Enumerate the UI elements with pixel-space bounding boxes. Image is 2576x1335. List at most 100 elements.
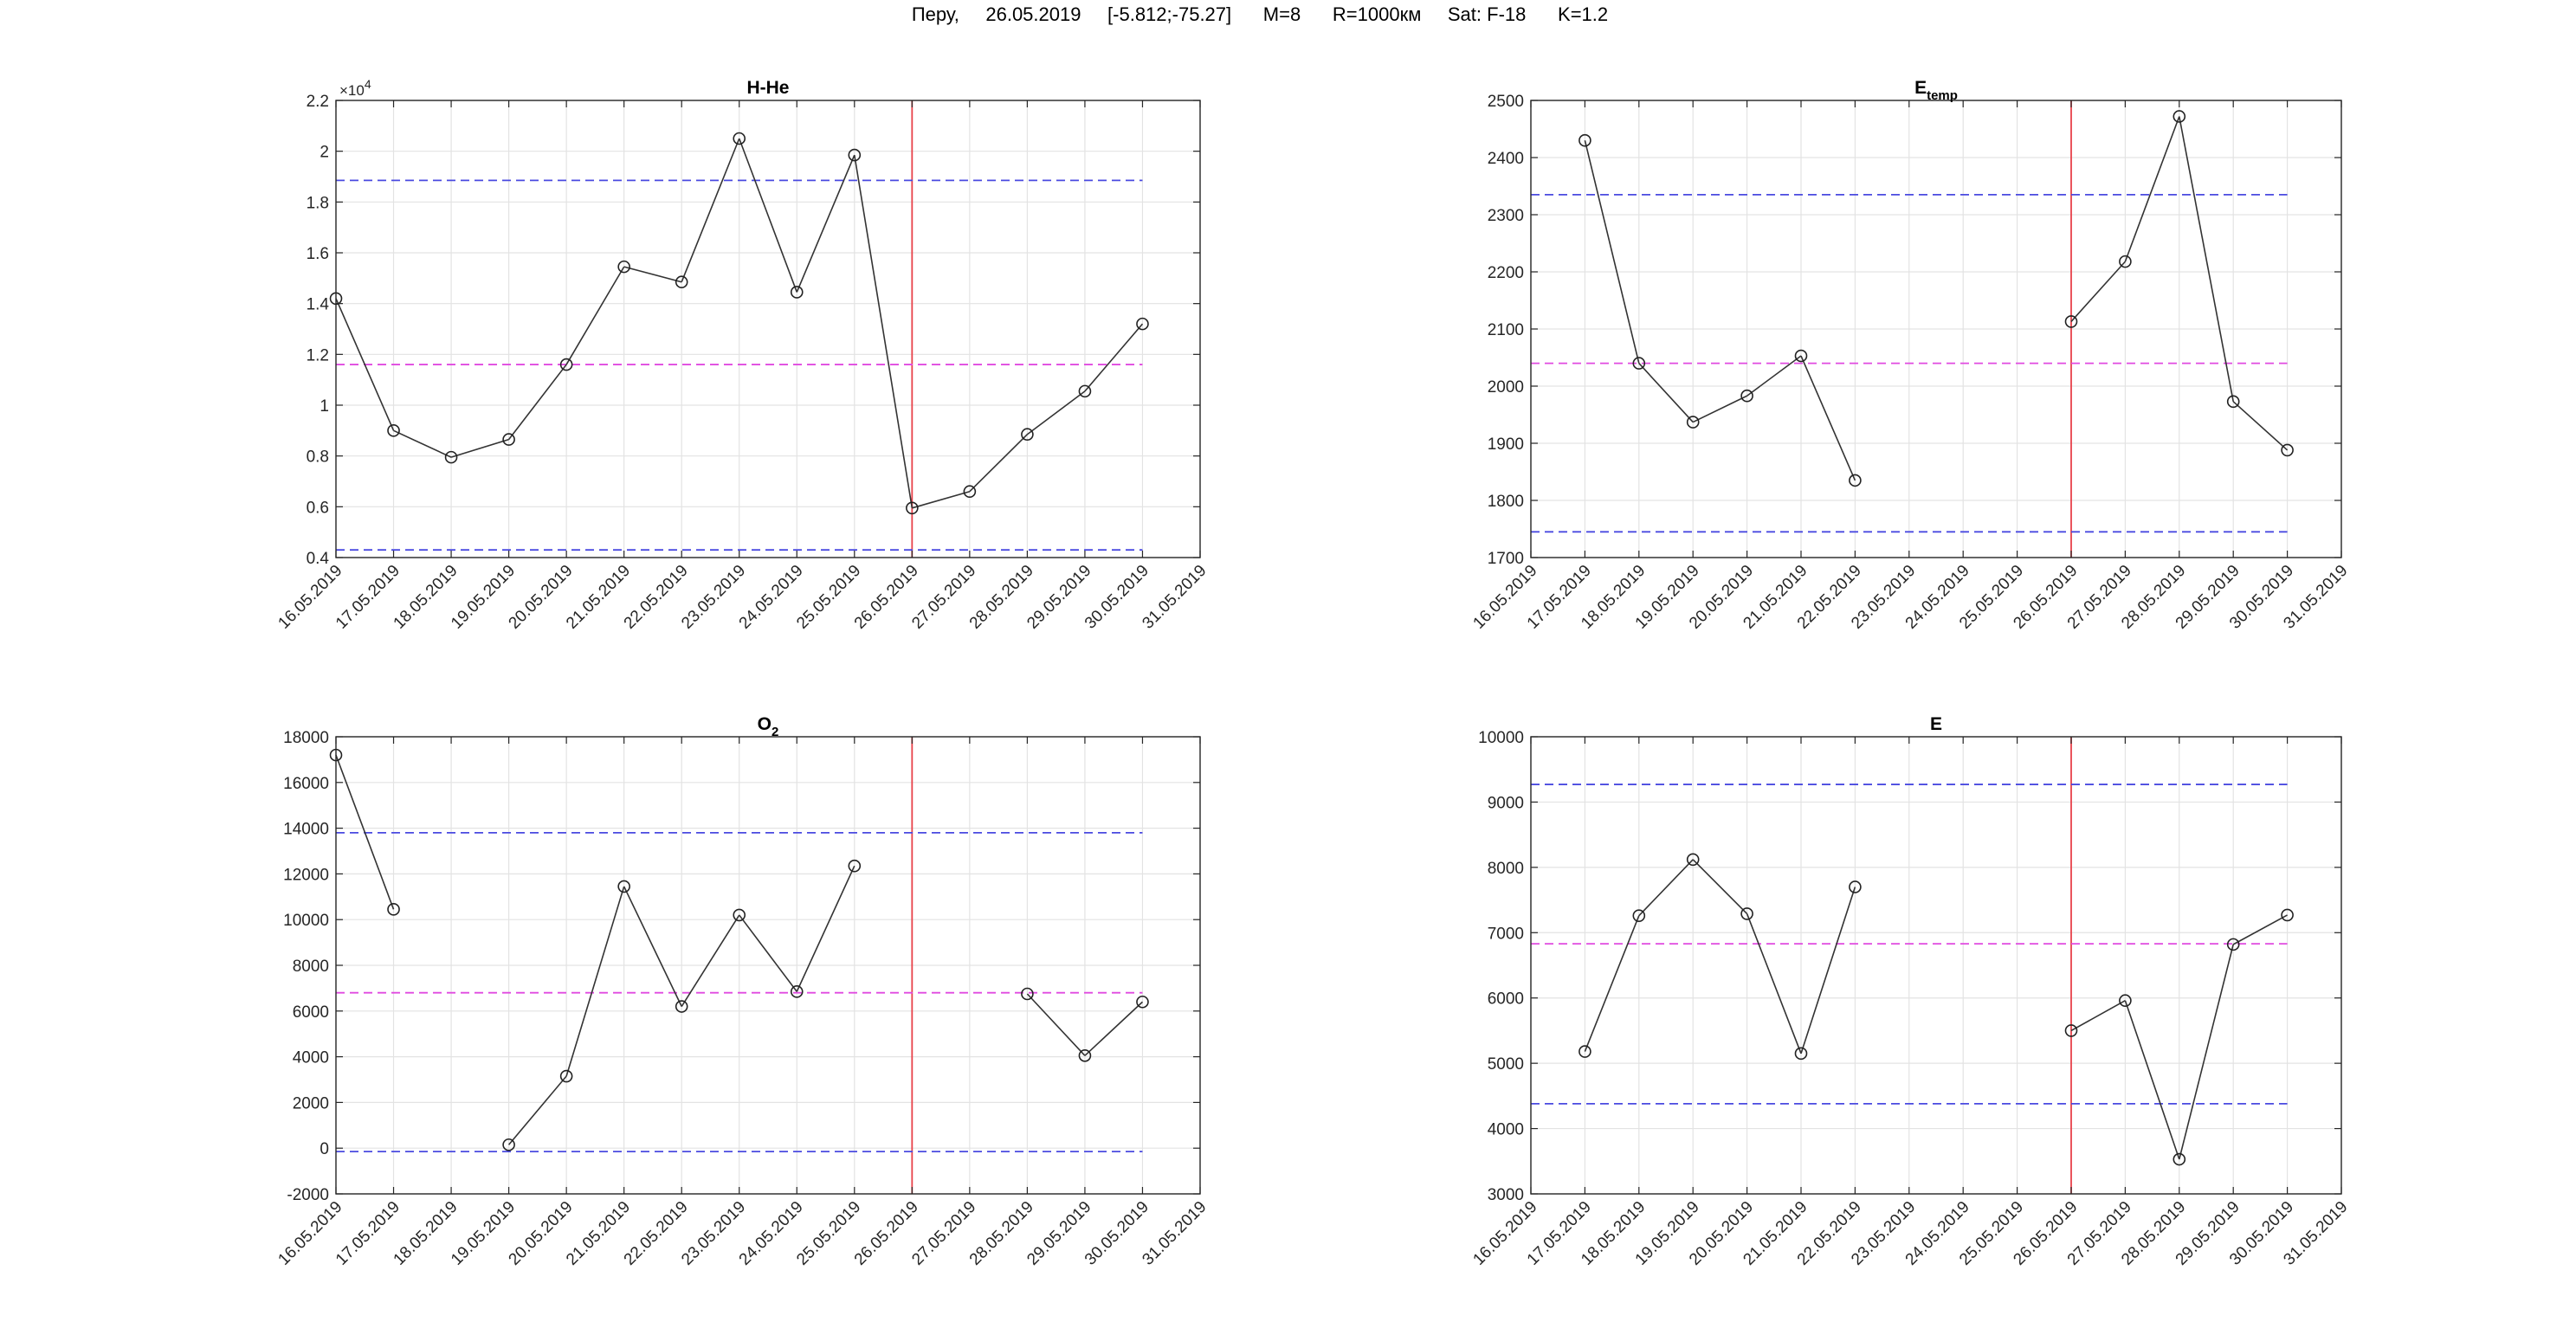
axes-box xyxy=(1530,736,2342,1195)
data-point xyxy=(1740,389,1753,403)
data-point xyxy=(1849,880,1862,893)
y-tick-label: 0.4 xyxy=(307,550,330,568)
series-segment xyxy=(1746,913,1802,1054)
series-segment xyxy=(393,429,452,458)
y-tick-label: 2400 xyxy=(1488,150,1524,168)
y-tick-label: 0.6 xyxy=(307,499,329,517)
series-segment xyxy=(1584,140,1640,364)
data-point xyxy=(675,275,688,289)
series-segment xyxy=(796,865,855,992)
series-segment xyxy=(623,266,682,283)
y-exponent-label: ×104 xyxy=(339,77,371,99)
series-segment xyxy=(1800,887,1856,1054)
plot-area xyxy=(1531,737,2341,1194)
series-segment xyxy=(796,154,855,293)
y-tick-label: 12000 xyxy=(283,866,329,884)
subplot-2: 17001800190020002100220023002400250016.0… xyxy=(1469,78,2351,633)
y-tick-label: 1.6 xyxy=(307,245,329,263)
y-tick-label: 7000 xyxy=(1488,925,1524,943)
data-point xyxy=(1136,317,1149,331)
series-segment xyxy=(1084,323,1144,392)
series-segment xyxy=(738,138,798,293)
y-tick-label: 1.2 xyxy=(307,346,329,364)
data-point xyxy=(1632,909,1646,922)
data-point xyxy=(963,485,977,499)
data-point xyxy=(1021,428,1034,442)
y-tick-label: 0.8 xyxy=(307,448,329,467)
series-segment xyxy=(565,886,625,1077)
data-point xyxy=(617,880,630,893)
y-tick-label: 6000 xyxy=(293,1003,329,1022)
data-point xyxy=(790,985,804,998)
figure-title: Перу, 26.05.2019 [-5.812;-75.27] M=8 R=1… xyxy=(912,3,1608,25)
data-point xyxy=(387,424,400,437)
y-tick-label: 1 xyxy=(320,397,329,416)
series-segment xyxy=(1026,993,1086,1056)
series-segment xyxy=(969,434,1028,493)
y-tick-label: 2000 xyxy=(1488,378,1524,397)
subplot-title: H-He xyxy=(746,78,789,98)
data-point xyxy=(2281,908,2294,922)
subplot-title: O2 xyxy=(758,714,779,739)
data-point xyxy=(387,903,400,916)
y-tick-label: 2500 xyxy=(1488,93,1524,111)
subplot-1: 0.40.60.811.21.41.61.822.216.05.201917.0… xyxy=(274,77,1210,633)
y-tick-label: 1900 xyxy=(1488,435,1524,454)
series-segment xyxy=(335,298,395,431)
series-segment xyxy=(1584,915,1640,1052)
y-tick-label: 5000 xyxy=(1488,1055,1524,1074)
y-tick-label: 16000 xyxy=(283,775,329,793)
data-point xyxy=(1579,1045,1591,1058)
data-point xyxy=(2281,443,2294,457)
series-segment xyxy=(1692,859,1748,914)
series-segment xyxy=(1800,355,1856,481)
y-tick-label: 8000 xyxy=(1488,860,1524,878)
y-tick-label: 9000 xyxy=(1488,794,1524,812)
series-segment xyxy=(2124,1000,2180,1160)
axes-box xyxy=(335,100,1201,558)
data-point xyxy=(502,433,515,446)
y-tick-label: 2100 xyxy=(1488,321,1524,339)
series-segment xyxy=(1638,859,1694,917)
subplot-grid: 0.40.60.811.21.41.61.822.216.05.201917.0… xyxy=(274,77,2351,1269)
data-point xyxy=(444,450,458,464)
y-tick-label: 2200 xyxy=(1488,264,1524,282)
y-tick-label: 10000 xyxy=(283,912,329,930)
y-tick-label: 18000 xyxy=(283,729,329,747)
y-tick-label: 6000 xyxy=(1488,990,1524,1009)
y-tick-label: 2300 xyxy=(1488,207,1524,225)
y-tick-label: -2000 xyxy=(287,1186,329,1204)
y-tick-label: 14000 xyxy=(283,821,329,839)
series-segment xyxy=(623,886,682,1007)
data-point xyxy=(1686,416,1700,429)
data-point xyxy=(1686,853,1700,867)
y-tick-label: 1.8 xyxy=(307,194,329,212)
y-tick-label: 3000 xyxy=(1488,1186,1524,1204)
subplot-title: E xyxy=(1930,714,1942,734)
series-segment xyxy=(681,138,740,283)
data-point xyxy=(733,908,746,922)
subplot-4: 30004000500060007000800090001000016.05.2… xyxy=(1469,714,2351,1269)
series-segment xyxy=(1692,395,1747,423)
series-segment xyxy=(1084,1001,1144,1056)
series-segment xyxy=(2070,261,2126,322)
series-segment xyxy=(1746,355,1802,397)
data-point xyxy=(2172,110,2186,123)
data-point xyxy=(1849,474,1862,487)
data-point xyxy=(1021,987,1034,1001)
subplot-title: Etemp xyxy=(1914,78,1958,103)
series-segment xyxy=(507,1075,567,1145)
plot-area xyxy=(336,100,1200,558)
series-segment xyxy=(2232,914,2288,945)
y-tick-label: 10000 xyxy=(1478,729,1524,747)
y-tick-label: 1700 xyxy=(1488,550,1524,568)
series-segment xyxy=(2179,116,2234,402)
data-point xyxy=(1794,349,1808,363)
series-segment xyxy=(739,914,797,992)
y-tick-label: 8000 xyxy=(293,958,329,976)
data-point xyxy=(2119,255,2132,268)
data-point xyxy=(1579,133,1591,147)
data-point xyxy=(2064,315,2078,328)
series-segment xyxy=(2070,1000,2126,1032)
